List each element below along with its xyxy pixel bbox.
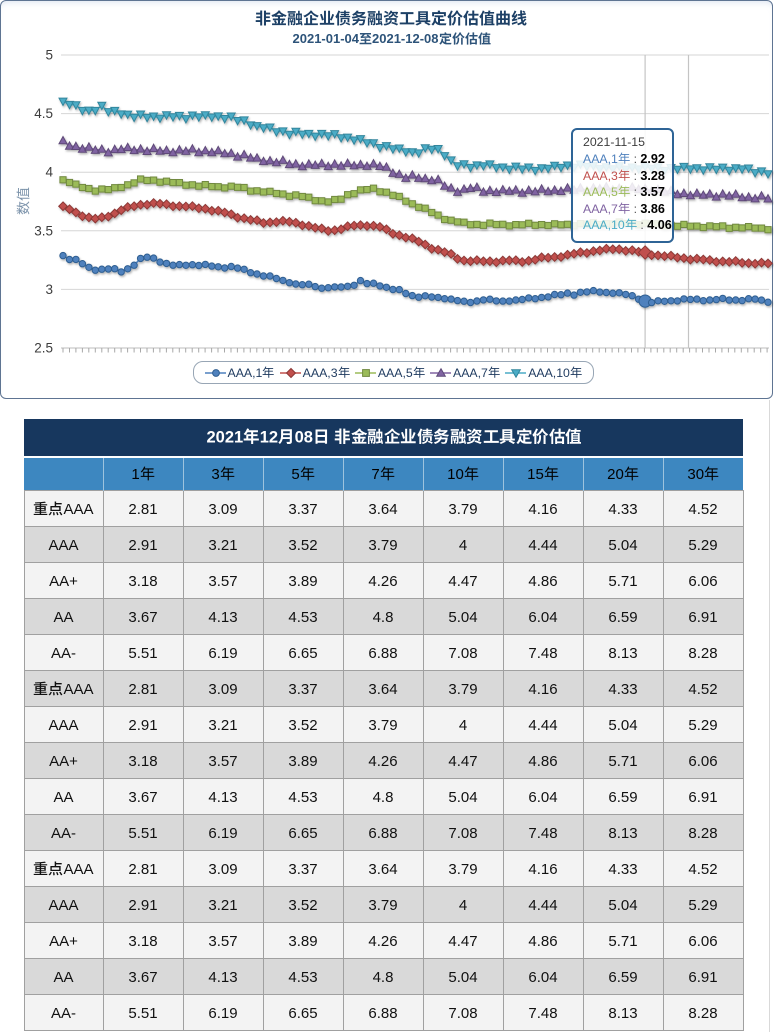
svg-text:3: 3 <box>45 282 53 297</box>
svg-text:4.5: 4.5 <box>34 106 53 121</box>
svg-text:4: 4 <box>45 165 53 180</box>
svg-text:5: 5 <box>45 48 53 63</box>
svg-text:2.5: 2.5 <box>34 341 53 356</box>
svg-text:3.5: 3.5 <box>34 223 53 238</box>
